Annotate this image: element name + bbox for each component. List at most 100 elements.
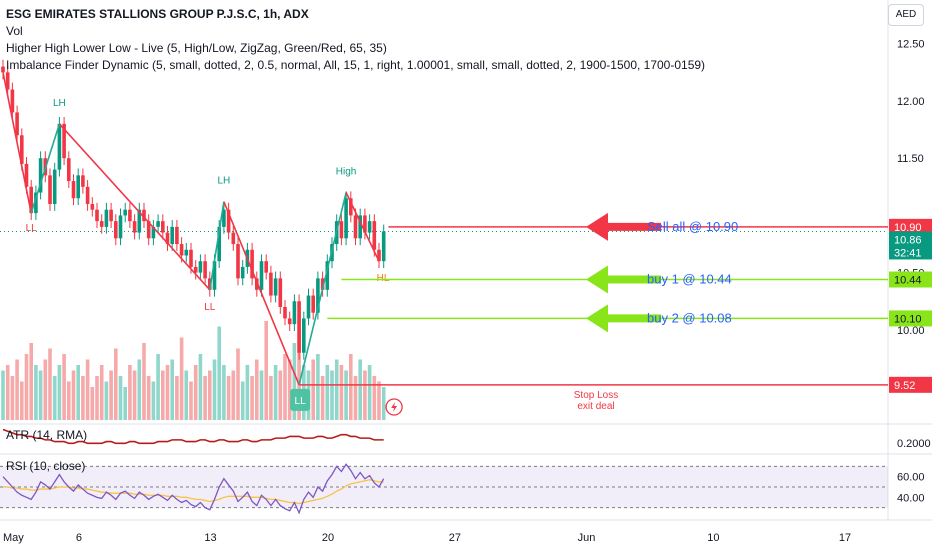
indicator-hhll[interactable]: Higher High Lower Low - Live (5, High/Lo… [6,41,387,55]
level-badge [889,310,932,327]
candle-body [278,278,283,307]
level-label: buy 2 @ 10.08 [647,310,732,325]
volume-bar [104,381,109,420]
candle-body [297,301,301,353]
candle-body [283,306,287,319]
candle-body [325,261,330,290]
volume-bar [71,370,76,420]
volume-bar [255,359,259,420]
atr-label[interactable]: ATR (14, RMA) [6,428,88,442]
candle-body [104,209,109,227]
candle-body [273,278,278,296]
candle-body [67,158,71,182]
candle-body [48,175,52,204]
price-tick-label: 12.50 [897,39,925,51]
candle-body [165,232,170,245]
candle-body [1,66,5,73]
candle-body [81,175,85,187]
zigzag-label-ll: LL [26,223,38,234]
volume-bar [62,354,66,420]
level-badge-value: 10.90 [894,222,922,234]
volume-bar [320,376,325,420]
level-badge [889,218,932,235]
volume-bar [118,376,123,420]
volume-bar [193,365,198,420]
candle-body [34,192,38,214]
candle-body [95,209,99,222]
indicator-imbalance[interactable]: Imbalance Finder Dynamic (5, small, dott… [6,58,706,72]
volume-bar [381,387,386,420]
volume-bar [57,365,62,420]
volume-bar [278,370,283,420]
candle-body [85,186,90,204]
price-tick-label: 12.00 [897,96,925,108]
candle-body [5,72,10,90]
volume-bar [179,337,184,420]
bar-countdown: 32:41 [894,247,922,259]
currency-button[interactable]: AED [888,4,924,26]
candle-body [250,249,254,279]
rsi-label[interactable]: RSI (10, close) [6,459,86,473]
time-tick-label: 20 [322,532,334,544]
candle-body [52,169,57,204]
zigzag-segment [30,123,61,214]
time-tick-label: May [3,532,24,544]
candle-body [316,278,320,313]
volume-bar [165,365,170,420]
candle-body [198,261,203,273]
level-badge [889,271,932,288]
candle-body [189,249,193,267]
candle-body [203,261,207,279]
candle-body [184,249,189,256]
time-tick-label: 17 [839,532,851,544]
rsi-line [2,463,385,515]
zigzag-segment [223,201,300,386]
volume-bar [24,354,29,420]
candle-body [372,221,377,250]
candle-body [179,244,184,256]
volume-bar [372,376,377,420]
zigzag-label-ll: LL [204,302,216,313]
volume-bar [212,359,217,420]
volume-bar [128,365,132,420]
candle-body [353,215,358,239]
candle-body [170,226,174,245]
candle-body [264,261,268,273]
volume-bar [269,376,273,420]
candle-body [90,203,95,210]
symbol-title[interactable]: ESG EMIRATES STALLIONS GROUP P.J.S.C, 1h… [6,7,309,21]
volume-bar [287,359,292,420]
zigzag-segment [345,192,380,262]
atr-tick-label: 0.2000 [897,438,931,450]
volume-bar [358,359,362,420]
candle-body [132,221,137,233]
volume-bar [76,365,80,420]
volume-bar [208,370,212,420]
volume-bar [344,370,348,420]
volume-bar [325,365,330,420]
volume-bar [330,370,334,420]
level-label: buy 1 @ 10.44 [647,272,732,287]
candle-body [193,266,198,273]
level-badge [889,376,932,393]
candle-body [29,186,33,214]
zigzag-label-high: High [336,167,357,178]
volume-bar [156,354,160,420]
time-tick-label: Jun [578,532,596,544]
volume-bar [43,359,48,420]
volume-bar [85,359,90,420]
indicator-vol[interactable]: Vol [6,24,23,38]
time-tick-label: 13 [204,532,216,544]
volume-bar [353,376,358,420]
volume-bar [226,376,231,420]
volume-bar [90,387,95,420]
candle-body [128,209,132,222]
volume-bar [38,370,43,420]
candle-body [381,231,386,262]
candle-body [226,209,231,233]
level-label: exit deal [577,401,614,412]
candle-body [222,209,226,227]
candle-body [255,278,259,290]
volume-bar [377,381,381,420]
